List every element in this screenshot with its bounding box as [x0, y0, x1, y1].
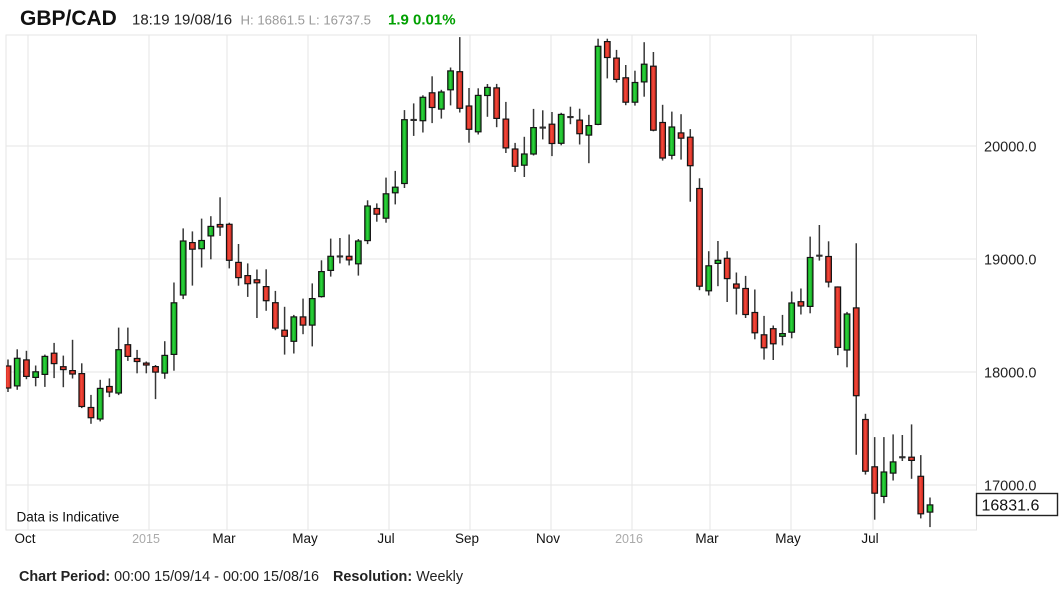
svg-text:16831.6: 16831.6	[982, 497, 1040, 514]
svg-text:May: May	[775, 531, 801, 546]
svg-text:20000.0: 20000.0	[984, 139, 1036, 155]
svg-text:Chart Period: 00:00 15/09/14 -: Chart Period: 00:00 15/09/14 - 00:00 15/…	[19, 569, 464, 585]
svg-text:Data is Indicative: Data is Indicative	[17, 510, 120, 525]
svg-text:Jul: Jul	[861, 531, 878, 546]
svg-text:Jul: Jul	[377, 531, 394, 546]
svg-text:Nov: Nov	[536, 531, 560, 546]
svg-text:Mar: Mar	[212, 531, 236, 546]
svg-text:May: May	[292, 531, 318, 546]
svg-text:1.9 0.01%: 1.9 0.01%	[388, 12, 456, 29]
svg-text:2016: 2016	[615, 532, 643, 546]
svg-text:GBP/CAD: GBP/CAD	[20, 7, 117, 30]
svg-text:Mar: Mar	[695, 531, 719, 546]
svg-text:Oct: Oct	[14, 531, 35, 546]
svg-text:18:19 19/08/16: 18:19 19/08/16	[132, 12, 232, 29]
svg-text:18000.0: 18000.0	[984, 365, 1036, 381]
svg-text:19000.0: 19000.0	[984, 252, 1036, 268]
svg-text:H: 16861.5 L: 16737.5: H: 16861.5 L: 16737.5	[241, 13, 372, 28]
svg-text:Sep: Sep	[455, 531, 479, 546]
svg-text:17000.0: 17000.0	[984, 478, 1036, 494]
svg-text:2015: 2015	[132, 532, 160, 546]
